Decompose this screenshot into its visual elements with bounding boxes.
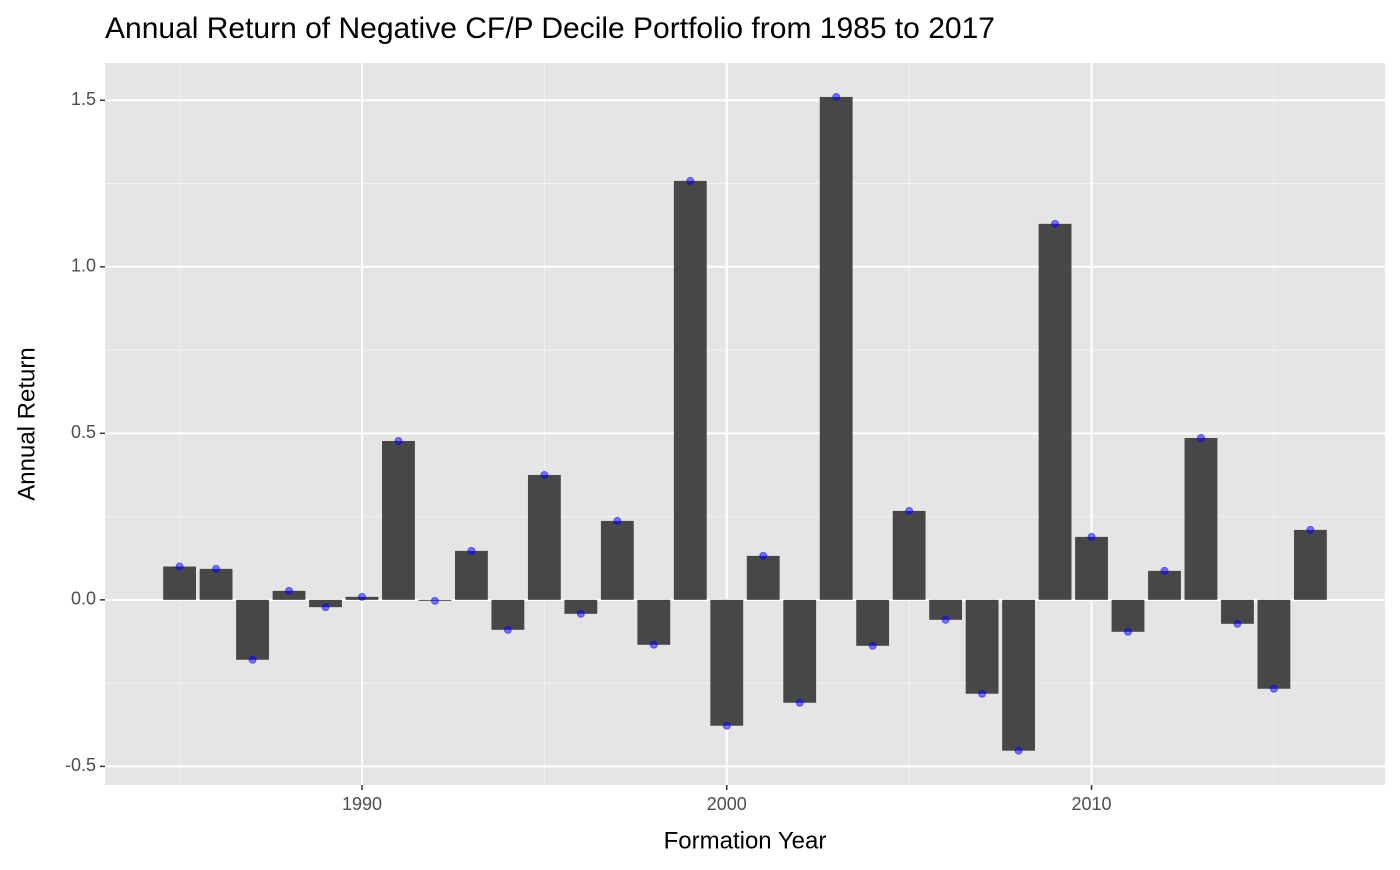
bar <box>965 599 999 694</box>
y-tick-label: 0.5 <box>71 422 96 442</box>
point <box>212 564 221 573</box>
panel <box>105 63 1385 785</box>
bar <box>455 550 488 600</box>
point <box>1087 532 1096 541</box>
point <box>394 436 403 445</box>
point <box>1233 619 1242 628</box>
point <box>1196 433 1205 442</box>
bar <box>163 566 197 600</box>
bar <box>637 599 671 645</box>
bar <box>1075 536 1108 600</box>
y-tick-label: 1.5 <box>71 89 96 109</box>
point <box>285 586 294 595</box>
point <box>613 516 622 525</box>
bar <box>1257 599 1291 689</box>
y-axis-title: Annual Return <box>13 347 40 500</box>
bar <box>746 555 780 600</box>
point <box>1269 684 1278 693</box>
point <box>467 546 476 555</box>
point <box>686 176 695 185</box>
point <box>722 721 731 730</box>
point <box>759 551 768 560</box>
bar <box>856 599 890 646</box>
bar <box>382 440 415 600</box>
bar <box>564 599 598 614</box>
bar <box>491 599 525 630</box>
point <box>175 562 184 571</box>
point <box>1014 746 1023 755</box>
bar <box>1148 570 1181 600</box>
point <box>1160 566 1169 575</box>
bar <box>1038 223 1072 600</box>
y-tick-label: 1.0 <box>71 256 96 276</box>
chart-title: Annual Return of Negative CF/P Decile Po… <box>105 12 995 45</box>
point <box>248 655 257 664</box>
x-tick-label: 1990 <box>342 794 382 814</box>
point <box>540 470 549 479</box>
bar <box>1293 529 1327 600</box>
point <box>795 698 804 707</box>
point <box>832 92 841 101</box>
bar <box>1221 599 1254 624</box>
point <box>357 592 366 601</box>
point <box>321 603 330 612</box>
bar <box>600 520 634 600</box>
bar <box>783 599 817 703</box>
point <box>941 615 950 624</box>
y-tick-label: 0.0 <box>71 589 96 609</box>
point <box>503 625 512 634</box>
bar <box>673 180 707 600</box>
bar <box>272 590 306 600</box>
point <box>978 689 987 698</box>
point <box>430 596 439 605</box>
bar <box>1002 599 1035 751</box>
bar <box>819 96 853 600</box>
point <box>905 506 914 515</box>
point <box>1306 525 1315 534</box>
point <box>868 641 877 650</box>
y-tick-label: -0.5 <box>65 755 96 775</box>
bar <box>236 599 269 660</box>
point <box>649 640 658 649</box>
bar <box>527 474 561 600</box>
bar <box>710 599 744 726</box>
bar <box>1184 437 1218 600</box>
point <box>576 609 585 618</box>
x-axis-title: Formation Year <box>664 827 827 854</box>
point <box>1051 219 1060 228</box>
point <box>1124 627 1133 636</box>
bar <box>199 568 233 600</box>
x-tick-label: 2000 <box>707 794 747 814</box>
bar <box>1111 599 1145 632</box>
bar <box>892 510 926 600</box>
x-tick-label: 2010 <box>1072 794 1112 814</box>
bar <box>929 599 963 620</box>
